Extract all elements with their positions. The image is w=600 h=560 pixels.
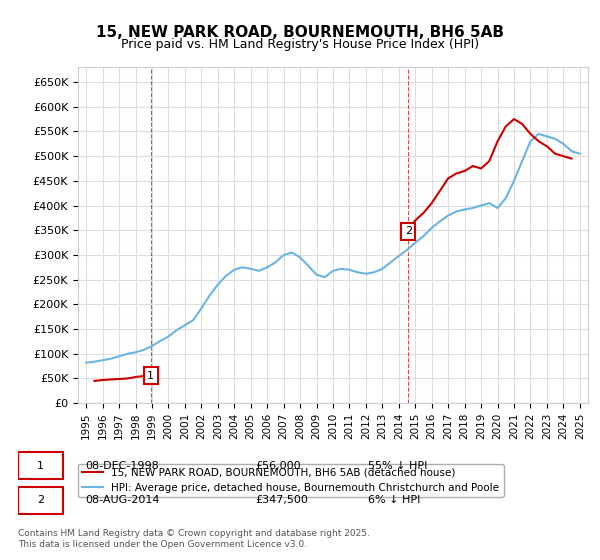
Text: 55% ↓ HPI: 55% ↓ HPI <box>368 461 427 471</box>
Text: Price paid vs. HM Land Registry's House Price Index (HPI): Price paid vs. HM Land Registry's House … <box>121 38 479 51</box>
FancyBboxPatch shape <box>18 452 63 479</box>
FancyBboxPatch shape <box>18 487 63 514</box>
Text: Contains HM Land Registry data © Crown copyright and database right 2025.
This d: Contains HM Land Registry data © Crown c… <box>18 529 370 549</box>
Text: 08-AUG-2014: 08-AUG-2014 <box>86 496 160 506</box>
Text: 08-DEC-1998: 08-DEC-1998 <box>86 461 160 471</box>
Text: £56,000: £56,000 <box>255 461 301 471</box>
Text: 1: 1 <box>37 461 44 471</box>
Text: 15, NEW PARK ROAD, BOURNEMOUTH, BH6 5AB: 15, NEW PARK ROAD, BOURNEMOUTH, BH6 5AB <box>96 25 504 40</box>
Legend: 15, NEW PARK ROAD, BOURNEMOUTH, BH6 5AB (detached house), HPI: Average price, de: 15, NEW PARK ROAD, BOURNEMOUTH, BH6 5AB … <box>78 464 503 497</box>
Text: £347,500: £347,500 <box>255 496 308 506</box>
Text: 2: 2 <box>37 496 44 506</box>
Text: 2: 2 <box>405 226 412 236</box>
Text: 6% ↓ HPI: 6% ↓ HPI <box>368 496 420 506</box>
Text: 1: 1 <box>147 371 154 381</box>
